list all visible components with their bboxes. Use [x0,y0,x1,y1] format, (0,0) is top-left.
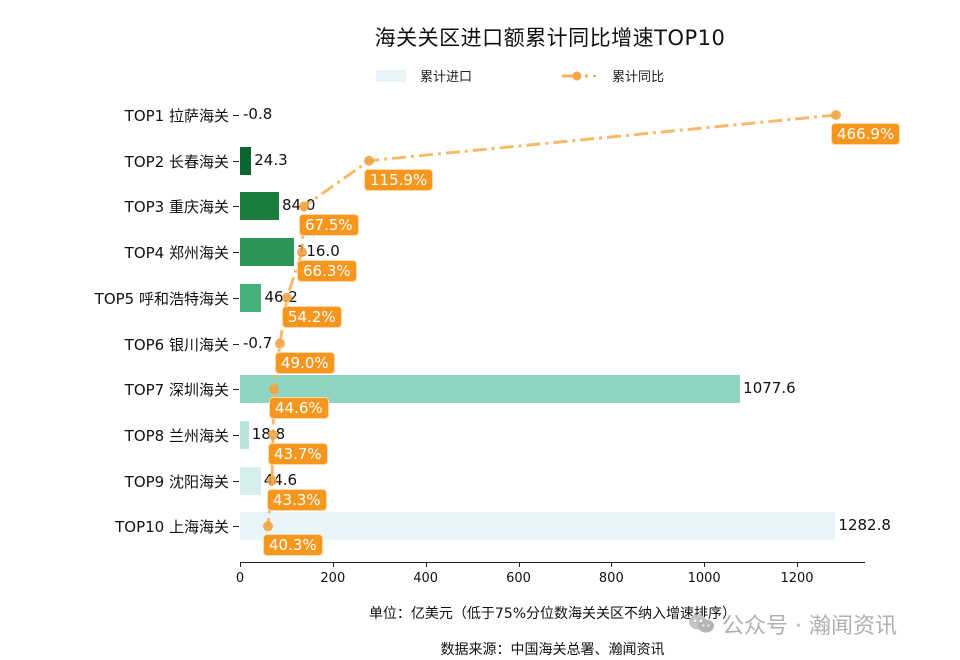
yoy-label: 54.2% [282,305,342,328]
legend-swatch-bar [376,69,406,82]
line-marker [299,201,309,212]
bar [240,283,262,312]
bar [240,238,294,267]
y-tick [233,480,239,482]
yoy-label: 43.7% [268,442,328,465]
line-marker [297,247,307,258]
x-tick-label: 0 [235,571,245,586]
line-marker [364,155,374,166]
x-tick-label: 400 [413,571,439,586]
line-marker [263,521,273,532]
data-source: 数据来源：中国海关总署、瀚闻资讯 [440,642,665,658]
bar [240,512,836,541]
y-tick-label: TOP3 重庆海关 [124,198,229,217]
watermark-text: 公众号 · 瀚闻资讯 [722,614,897,639]
bar [240,466,261,495]
bar [240,146,252,175]
yoy-label: 115.9% [364,168,434,191]
bar [240,192,279,221]
line-marker [269,384,279,395]
y-tick [233,526,239,528]
wechat-icon [688,613,716,635]
y-tick-label: TOP10 上海海关 [115,518,229,537]
line-marker [831,110,841,120]
y-tick [233,297,239,299]
chart-title: 海关关区进口额累计同比增速TOP10 [374,26,726,50]
x-tick [518,562,520,567]
bar-value-label: 1077.6 [743,379,796,398]
y-tick [233,115,239,116]
bar-value-label: -0.7 [243,333,273,352]
x-tick-label: 1000 [687,571,721,586]
legend-line-marker-icon [562,70,598,82]
y-tick-label: TOP7 深圳海关 [124,381,229,400]
y-tick-label: TOP9 沈阳海关 [124,472,229,491]
yoy-label: 44.6% [269,397,329,420]
legend-item-yoy: 累计同比 [562,66,664,85]
x-tick-label: 200 [320,571,346,586]
yoy-label: 66.3% [297,260,357,283]
line-marker [267,475,277,486]
y-tick-label: TOP4 郑州海关 [124,244,229,263]
bar-value-label: -0.8 [243,105,273,123]
y-tick [233,434,239,436]
yoy-label: 43.3% [267,488,327,511]
legend-label-import: 累计进口 [420,70,473,85]
x-tick [797,562,798,567]
legend-label-yoy: 累计同比 [612,70,665,85]
bar [240,420,249,449]
yoy-label: 49.0% [275,351,335,374]
line-marker [275,338,285,349]
x-axis-label: 单位：亿美元（低于75%分位数海关关区不纳入增速排序） [368,606,737,622]
x-tick [425,562,427,567]
watermark: 公众号 · 瀚闻资讯 [688,608,897,640]
y-tick [233,252,239,254]
y-tick-label: TOP2 长春海关 [124,152,229,171]
x-tick-label: 600 [506,571,531,586]
bar-value-label: 1282.8 [838,516,891,535]
yoy-label: 67.5% [299,214,359,237]
x-tick-label: 1200 [780,571,814,586]
y-tick [233,160,239,162]
x-tick [704,562,706,567]
y-tick [233,206,239,208]
line-marker [282,292,292,303]
line-marker [268,429,278,440]
legend-item-import: 累计进口 [376,66,472,85]
yoy-label: 466.9% [831,123,901,145]
x-tick-label: 800 [598,571,624,586]
x-axis [240,562,865,563]
y-tick-label: TOP5 呼和浩特海关 [94,289,229,308]
bar-value-label: 116.0 [296,242,340,261]
x-tick [332,562,334,567]
y-tick-label: TOP8 兰州海关 [124,426,229,445]
x-tick [611,562,613,567]
x-tick [240,562,241,567]
bar-value-label: 24.3 [254,150,288,169]
y-tick [233,389,239,391]
y-tick-label: TOP1 拉萨海关 [124,107,229,125]
y-tick-label: TOP6 银川海关 [124,335,229,354]
y-tick [233,343,239,345]
yoy-label: 40.3% [263,534,323,557]
